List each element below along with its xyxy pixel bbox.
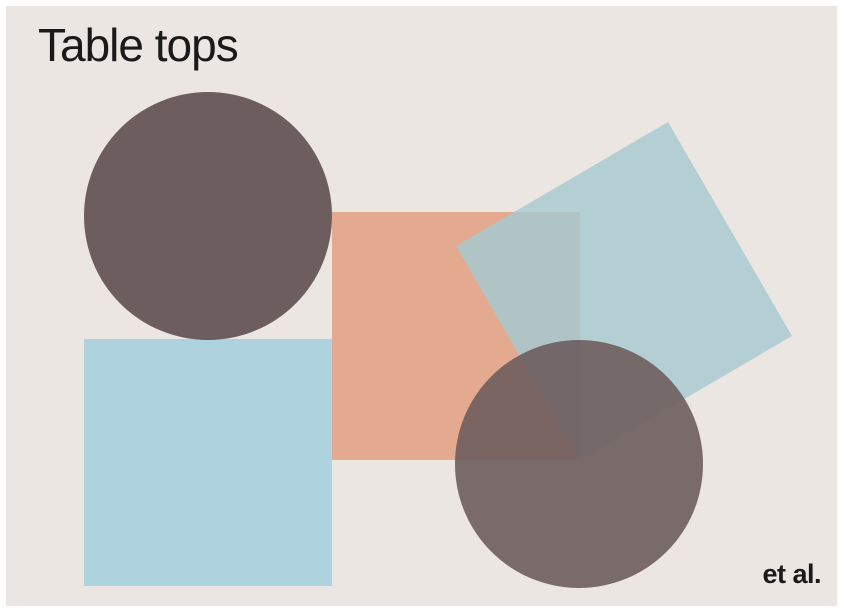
artwork-canvas: Table tops et al.: [6, 6, 837, 606]
poster-title: Table tops: [38, 19, 239, 71]
dark-circle-bottom: [455, 340, 703, 588]
dark-circle-top: [84, 92, 332, 340]
artwork-shapes: [6, 6, 837, 606]
blue-square: [84, 339, 332, 586]
brand-logo: et al.: [762, 559, 821, 589]
